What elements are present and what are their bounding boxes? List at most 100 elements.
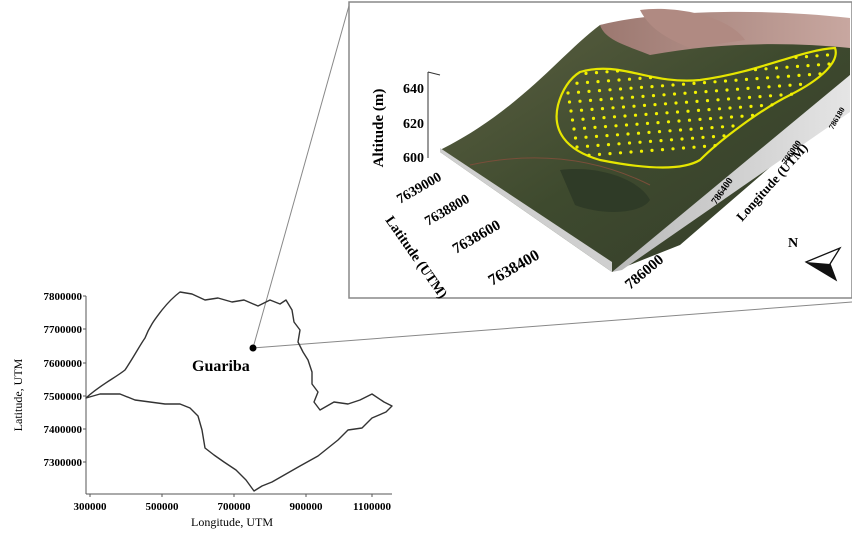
sample-point xyxy=(677,119,681,123)
sample-point xyxy=(645,121,650,125)
sample-point xyxy=(729,115,734,119)
sample-point xyxy=(815,54,819,58)
sample-point xyxy=(660,148,665,152)
altitude-tick-620: 620 xyxy=(403,117,424,132)
sample-point xyxy=(599,98,603,102)
sample-point xyxy=(759,104,764,108)
sample-point xyxy=(618,87,623,91)
y-tick-2: 7700000 xyxy=(44,324,83,336)
sample-point xyxy=(606,143,611,147)
sample-point xyxy=(693,90,698,94)
sample-point xyxy=(656,121,660,125)
sample-point xyxy=(686,109,690,113)
sample-point xyxy=(785,65,789,69)
altitude-tick-600: 600 xyxy=(403,151,424,166)
sample-point xyxy=(765,76,770,80)
sample-point xyxy=(662,93,666,97)
sample-point xyxy=(756,86,761,90)
sample-point xyxy=(746,86,750,90)
sample-point xyxy=(596,80,600,84)
sample-point xyxy=(716,98,720,102)
sample-point xyxy=(674,101,678,105)
sample-point xyxy=(720,125,725,129)
sample-point xyxy=(668,129,672,133)
sample-point xyxy=(608,88,612,92)
sample-point xyxy=(609,97,614,101)
sample-point xyxy=(740,114,744,118)
side-wall-east xyxy=(612,75,850,272)
sample-point xyxy=(629,86,633,90)
sample-point xyxy=(572,127,576,131)
y-tick-6: 7300000 xyxy=(44,457,83,469)
sample-point xyxy=(588,98,593,102)
sample-point xyxy=(726,97,731,101)
sample-point xyxy=(798,82,803,86)
sample-point xyxy=(672,92,677,96)
sample-point xyxy=(575,81,579,85)
x-ticks: 300000 500000 700000 900000 1100000 xyxy=(74,501,392,513)
sample-point xyxy=(638,76,642,80)
sample-point xyxy=(651,94,656,98)
sample-point xyxy=(707,108,711,112)
sample-point xyxy=(695,99,699,103)
sample-point xyxy=(735,87,740,91)
sample-point xyxy=(702,144,707,148)
sample-point xyxy=(626,132,630,136)
sample-point xyxy=(605,134,609,138)
altitude-tick-640: 640 xyxy=(403,82,424,97)
sample-point xyxy=(669,138,674,142)
x-tick-2: 500000 xyxy=(146,501,180,513)
sample-point xyxy=(666,120,671,124)
sample-point xyxy=(620,96,624,100)
sample-point xyxy=(623,114,627,118)
sample-point xyxy=(671,147,675,151)
sample-point xyxy=(627,141,632,145)
sample-point xyxy=(692,81,696,85)
sample-point xyxy=(648,139,653,143)
sample-point xyxy=(659,139,663,143)
map-y-label: Latitude, UTM xyxy=(11,358,25,431)
sample-point xyxy=(590,107,594,111)
sample-point xyxy=(714,89,719,93)
sample-point xyxy=(797,73,801,77)
sample-point xyxy=(618,151,623,155)
x-tick-4: 900000 xyxy=(290,501,324,513)
sample-points xyxy=(566,53,831,157)
y-tick-1: 7800000 xyxy=(44,291,83,303)
sample-point xyxy=(713,144,717,148)
sample-point xyxy=(764,67,768,71)
sample-point xyxy=(569,109,573,113)
sample-point xyxy=(710,126,714,130)
sample-point xyxy=(725,88,729,92)
sample-point xyxy=(587,89,591,93)
sample-point xyxy=(750,113,755,117)
sample-point xyxy=(678,128,683,132)
sample-point xyxy=(635,122,639,126)
sample-point xyxy=(683,91,687,95)
sample-point xyxy=(608,152,612,156)
sample-point xyxy=(684,100,689,104)
sample-point xyxy=(768,94,773,98)
inset-panel: 640 620 600 Altitude (m) 7639000 7638800… xyxy=(348,1,852,302)
sample-point xyxy=(639,149,644,153)
sample-point xyxy=(786,74,791,78)
sample-point xyxy=(591,116,596,120)
sample-point xyxy=(581,117,585,121)
sample-point xyxy=(705,99,710,103)
map-x-label: Longitude, UTM xyxy=(191,515,273,529)
y-tick-4: 7500000 xyxy=(44,391,83,403)
sample-point xyxy=(671,83,675,87)
sample-point xyxy=(777,84,782,88)
sample-point xyxy=(675,110,680,114)
sample-point xyxy=(621,105,626,109)
sample-point xyxy=(647,130,651,134)
sample-point xyxy=(758,95,762,99)
sample-point xyxy=(570,118,575,122)
sample-point xyxy=(617,142,621,146)
north-arrow: N xyxy=(788,236,842,282)
sample-point xyxy=(617,78,621,82)
sample-point xyxy=(807,73,812,77)
sample-point xyxy=(699,126,704,130)
sample-point xyxy=(594,134,599,138)
